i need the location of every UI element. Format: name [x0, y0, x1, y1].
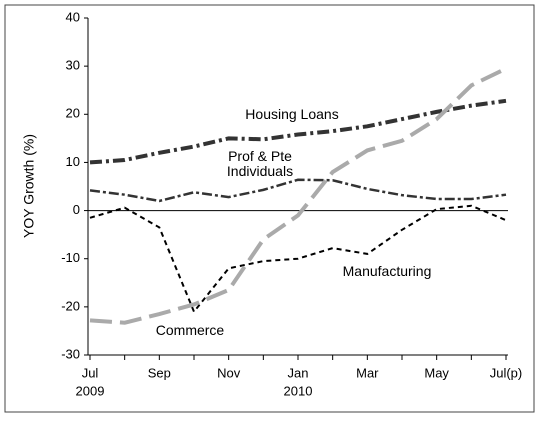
x-tick-label: Mar: [356, 365, 379, 380]
x-tick-label: Jan: [288, 365, 309, 380]
y-tick-label: -10: [61, 250, 80, 265]
y-tick-label: 30: [66, 58, 80, 73]
series-line: [89, 204, 507, 314]
series-line: [89, 178, 507, 203]
series-label: Housing Loans: [245, 106, 339, 122]
y-tick-label: 40: [66, 9, 80, 24]
x-tick-label: Jul: [82, 365, 99, 380]
y-axis-label: YOY Growth (%): [21, 134, 37, 238]
series-line: [89, 98, 507, 165]
x-tick-label: Sep: [148, 365, 171, 380]
x-tick-sublabel: 2009: [76, 383, 105, 398]
frame: [4, 4, 535, 413]
series-label: Manufacturing: [342, 263, 432, 279]
series-line: [89, 66, 507, 325]
series-label: Commerce: [155, 322, 225, 338]
series-label: Prof & Pte Individuals: [226, 148, 294, 179]
x-tick-label: Jul(p): [490, 365, 523, 380]
y-tick-label: 20: [66, 106, 80, 121]
y-tick-label: 10: [66, 154, 80, 169]
y-tick-label: -20: [61, 298, 80, 313]
y-tick-label: -30: [61, 346, 80, 361]
x-tick-sublabel: 2010: [284, 383, 313, 398]
y-tick-label: 0: [73, 202, 80, 217]
x-tick-label: May: [424, 365, 449, 380]
x-tick-label: Nov: [217, 365, 241, 380]
